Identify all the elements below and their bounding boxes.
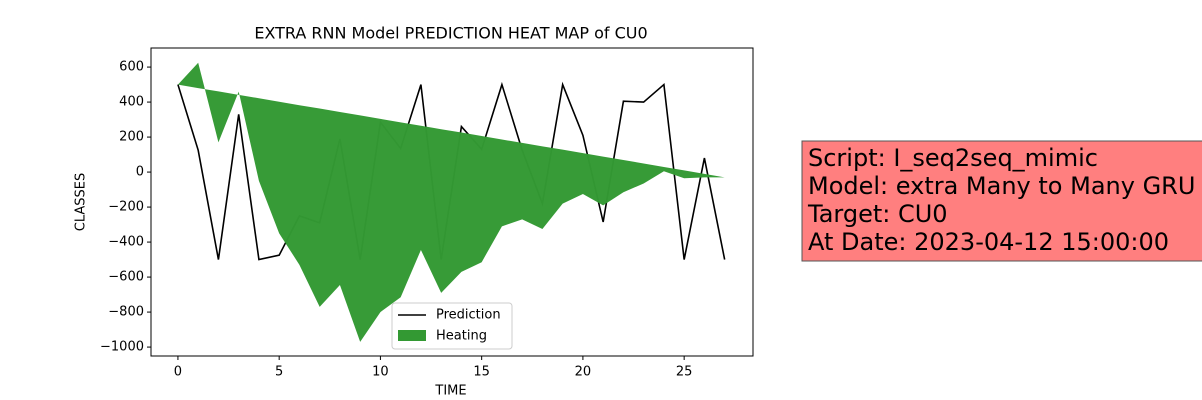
y-tick-label: −200	[108, 200, 144, 215]
annotation-line: Model: extra Many to Many GRU	[808, 172, 1195, 200]
y-tick-label: −400	[108, 235, 144, 250]
x-tick-label: 25	[676, 365, 693, 380]
x-tick-label: 15	[473, 365, 490, 380]
heating-area	[177, 62, 725, 342]
annotation-line: Script: I_seq2seq_mimic	[808, 144, 1098, 172]
y-tick-label: 0	[136, 165, 144, 180]
x-tick-label: 5	[275, 365, 283, 380]
chart-title: EXTRA RNN Model PREDICTION HEAT MAP of C…	[254, 24, 647, 43]
x-axis-label: TIME	[434, 384, 466, 399]
y-tick-label: 600	[119, 60, 144, 75]
annotation-line: At Date: 2023-04-12 15:00:00	[808, 228, 1169, 256]
x-tick-label: 20	[575, 365, 592, 380]
annotation-box	[801, 140, 1202, 262]
y-axis-label: CLASSES	[74, 173, 89, 231]
plot-frame	[150, 47, 754, 357]
y-tick-label: −600	[108, 270, 144, 285]
y-tick-label: 400	[119, 95, 144, 110]
legend-swatch	[398, 330, 426, 341]
x-tick-label: 0	[174, 365, 182, 380]
y-tick-label: −800	[108, 305, 144, 320]
x-tick-label: 10	[372, 365, 389, 380]
y-tick-label: −1000	[100, 340, 144, 355]
annotation-line: Target: CU0	[807, 200, 948, 228]
legend-label: Prediction	[436, 308, 501, 323]
plot-area	[177, 62, 726, 342]
legend-label: Heating	[436, 329, 487, 344]
y-tick-label: 200	[119, 130, 144, 145]
